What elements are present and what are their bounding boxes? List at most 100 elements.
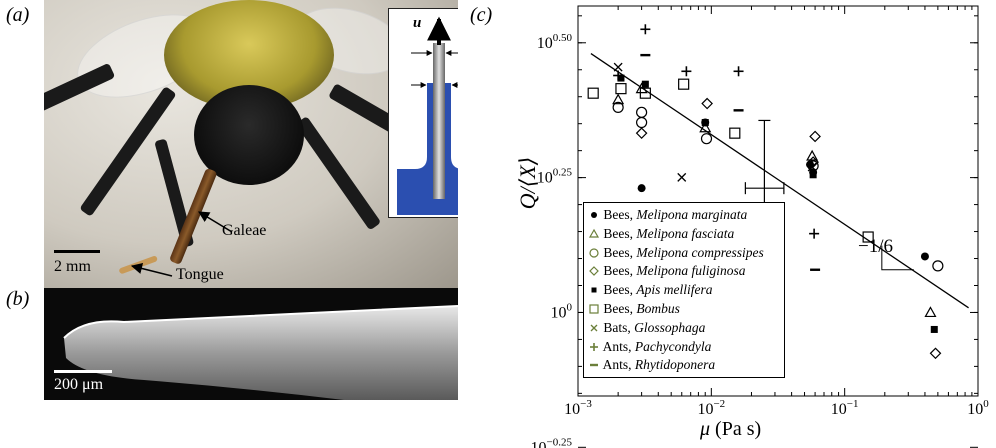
legend-marker: [588, 228, 600, 238]
data-point: [929, 347, 942, 360]
data-point: [612, 93, 625, 105]
slope-triangle: [881, 245, 914, 271]
x-axis-symbol: μ: [700, 418, 711, 440]
data-point: [615, 83, 627, 95]
legend-marker-shape: [589, 266, 599, 277]
data-point: [637, 184, 646, 193]
legend-entry: Bees, Apis mellifera: [588, 281, 713, 299]
data-point: [617, 74, 625, 82]
data-point: [699, 121, 712, 133]
panel-label-c: (c): [470, 4, 493, 26]
legend-group-label: Bats,: [600, 319, 635, 335]
tongue-sem-photo: 200 μm: [44, 288, 458, 400]
legend-genus-label: Melipona compressipes: [636, 244, 764, 260]
data-point: [678, 78, 690, 90]
legend-entry: Bees, Melipona fuliginosa: [588, 262, 746, 280]
legend-entry: Ants, Rhytidoponera: [588, 356, 715, 374]
photo-annotations: [130, 211, 233, 277]
legend-group-label: Bees,: [600, 282, 637, 298]
legend-marker: [589, 266, 599, 277]
data-point: [613, 70, 624, 81]
x-stroke: [807, 162, 817, 172]
x-axis-unit: (Pa s): [715, 418, 762, 440]
data-point: [635, 127, 648, 140]
legend-genus-label: Glossophaga: [634, 319, 706, 335]
tongue-arrow: [130, 263, 173, 277]
inset-u: u: [413, 15, 422, 31]
x-tick-label: 10−1: [831, 398, 859, 418]
data-point: [640, 24, 651, 35]
panel-label-b: (b): [6, 288, 30, 310]
chart-legend: Bees, Melipona marginata Bees, Melipona …: [583, 202, 785, 378]
data-point: [807, 162, 817, 172]
legend-marker: [590, 324, 598, 332]
legend-marker-shape: [591, 287, 597, 293]
y-tick-label: 100: [551, 301, 573, 321]
data-point: [733, 66, 744, 77]
legend-entry: Bees, Melipona compressipes: [588, 244, 764, 262]
data-point: [636, 116, 648, 129]
data-point: [932, 260, 944, 272]
x-tick-label: 10−3: [564, 398, 592, 418]
rod: [433, 43, 445, 199]
scale-bar-200um: [54, 370, 112, 373]
data-point: [809, 228, 820, 239]
legend-marker-shape: [591, 211, 597, 218]
data-point: [677, 172, 687, 182]
scale-label-200um: 200 μm: [54, 376, 104, 393]
legend-marker-shape: [588, 228, 600, 238]
legend-group-label: Ants,: [600, 357, 635, 373]
legend-entry: Bees, Melipona marginata: [588, 206, 747, 224]
data-point: [613, 62, 623, 72]
legend-genus-label: Melipona marginata: [636, 207, 748, 222]
panel-label-a: (a): [6, 4, 30, 26]
tongue-schematic-inset: u d e: [388, 8, 458, 218]
data-point: [701, 97, 713, 110]
data-point: [681, 66, 692, 77]
legend-genus-label: Bombus: [636, 301, 680, 316]
plot-frame: [577, 5, 979, 397]
tongue-label: Tongue: [176, 266, 224, 283]
data-point: [920, 252, 929, 261]
legend-entry: Bees, Bombus: [588, 300, 680, 318]
y-axis-label: Q/⟨X⟩: [515, 156, 540, 210]
legend-marker: [589, 247, 599, 258]
legend-marker-shape: [589, 247, 599, 258]
schematic-drawing: [397, 16, 458, 215]
data-point: [809, 171, 817, 179]
legend-group-label: Bees,: [600, 263, 637, 279]
x-axis-label: μ (Pa s): [700, 418, 761, 441]
legend-genus-label: Pachycondyla: [634, 338, 712, 354]
data-point: [807, 156, 819, 168]
x-tick-label: 10−2: [697, 398, 725, 418]
bee-photo: Galeae Tongue 2 mm u: [44, 0, 458, 288]
data-point: [700, 133, 713, 145]
data-point: [930, 325, 938, 333]
data-point: [729, 127, 741, 139]
legend-entry: Ants, Pachycondyla: [588, 338, 711, 356]
sem-tongue: [63, 305, 458, 400]
x-stroke: [590, 324, 598, 332]
legend-genus-label: Apis mellifera: [636, 282, 713, 298]
legend-group-label: Ants,: [600, 338, 635, 354]
legend-marker: [590, 342, 598, 351]
y-tick-label: 10−0.25: [531, 436, 573, 448]
fit-line: [590, 53, 969, 309]
legend-marker: [591, 287, 597, 293]
legend-genus-label: Melipona fasciata: [636, 225, 735, 241]
legend-group-label: Bees,: [600, 301, 637, 316]
data-point: [612, 101, 624, 113]
legend-marker-shape: [589, 304, 599, 314]
data-point: [701, 119, 709, 127]
legend-marker-shape: [590, 342, 598, 351]
data-point: [806, 149, 819, 161]
bee-head: [194, 85, 304, 185]
scale-label-2mm: 2 mm: [54, 258, 91, 275]
data-point: [636, 106, 648, 118]
slope-label: −1/6: [858, 236, 893, 257]
legend-marker: [590, 364, 598, 367]
legend-group-label: Bees,: [600, 225, 637, 241]
x-tick-label: 100: [967, 398, 989, 418]
legend-entry: Bats, Glossophaga: [588, 319, 705, 337]
